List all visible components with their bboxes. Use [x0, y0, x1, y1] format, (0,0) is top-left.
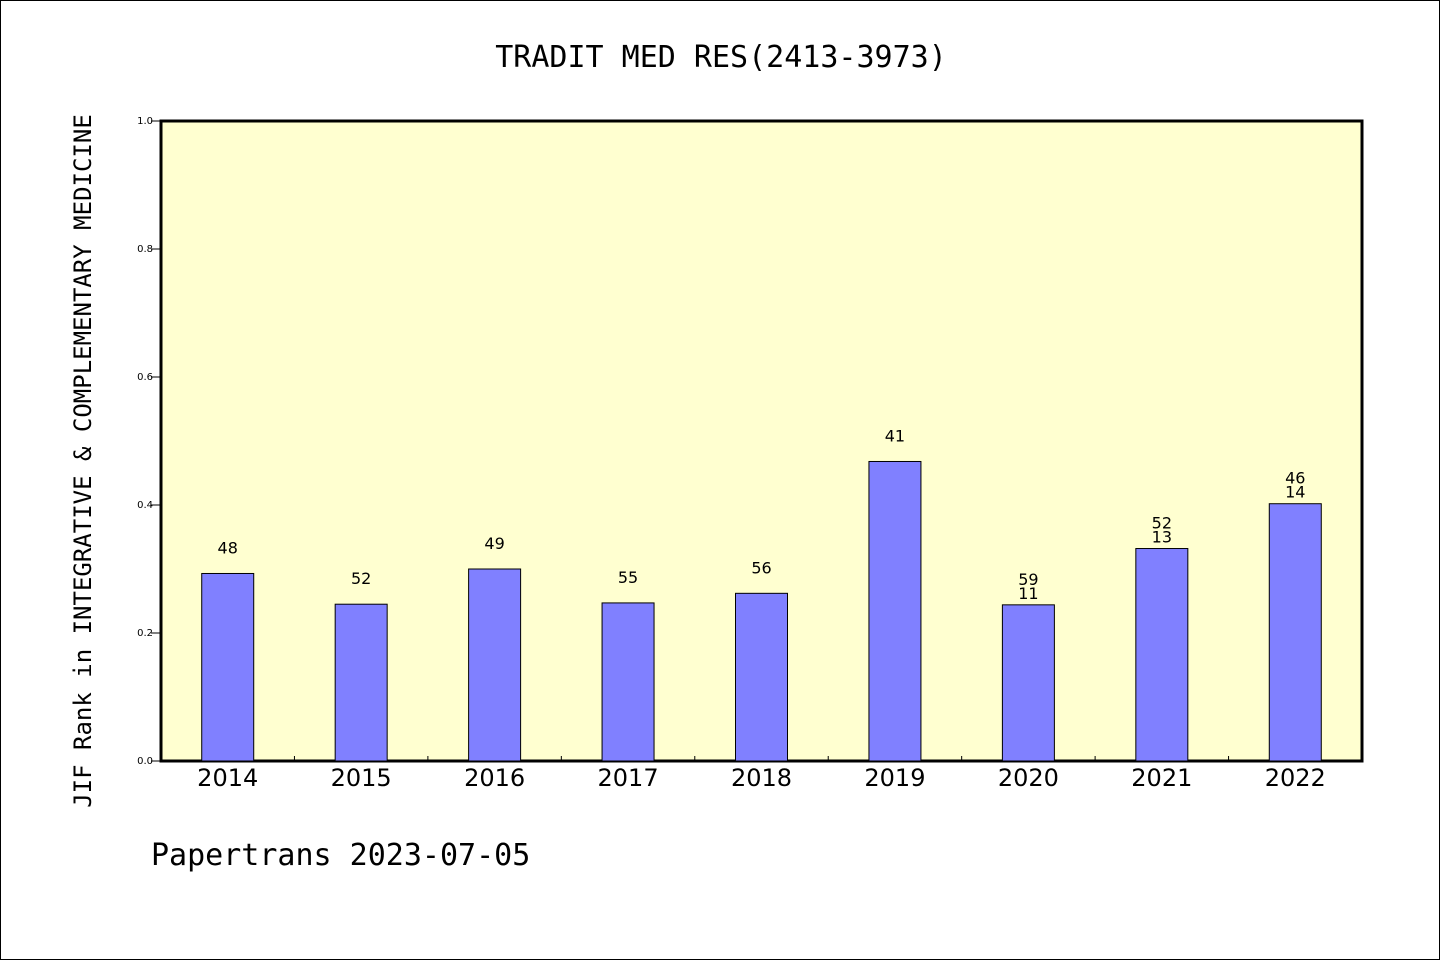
bar — [601, 602, 655, 762]
x-axis-ticks: 2014 2015 2016 2017 2018 2019 2020 2021 2022 — [197, 756, 1326, 792]
bar — [201, 572, 255, 762]
footer-credit: Papertrans 2023-07-05 — [151, 838, 530, 873]
y-tick-label: 1.0 — [137, 116, 153, 127]
y-tick-label: 0.2 — [137, 628, 153, 639]
x-tick-label: 2016 — [464, 764, 525, 792]
y-axis-ticks: 0.0 0.2 0.4 0.6 0.8 1.0 — [137, 116, 161, 767]
x-tick-label: 2014 — [197, 764, 258, 792]
data-label: 13 — [1152, 528, 1172, 547]
data-label: 11 — [1018, 584, 1038, 603]
y-tick-label: 0.8 — [137, 244, 153, 255]
data-label: 52 — [351, 569, 371, 588]
x-tick-label: 2017 — [598, 764, 659, 792]
data-label: 56 — [751, 558, 771, 577]
y-tick-label: 0.4 — [137, 500, 153, 511]
x-tick-label: 2019 — [864, 764, 925, 792]
data-label: 41 — [885, 426, 905, 445]
bar — [334, 603, 388, 762]
data-label: 55 — [618, 568, 638, 587]
bar — [735, 592, 788, 762]
x-tick-label: 2015 — [331, 764, 392, 792]
bar — [1135, 548, 1189, 762]
x-tick-label: 2018 — [731, 764, 792, 792]
data-label: 52 — [1152, 514, 1172, 533]
x-tick-label: 2021 — [1131, 764, 1192, 792]
y-tick-label: 0.6 — [137, 372, 153, 383]
y-axis-label: JIF Rank in INTEGRATIVE & COMPLEMENTARY … — [69, 114, 97, 808]
x-tick-label: 2020 — [998, 764, 1059, 792]
bar — [1001, 604, 1055, 762]
data-label: 48 — [218, 538, 238, 557]
data-label: 49 — [484, 534, 504, 553]
bar — [468, 568, 522, 762]
bar — [1268, 503, 1322, 762]
data-label: 46 — [1285, 469, 1305, 488]
data-label: 59 — [1018, 570, 1038, 589]
x-tick-label: 2022 — [1265, 764, 1326, 792]
y-tick-label: 0.0 — [137, 756, 153, 767]
data-label: 14 — [1285, 483, 1305, 502]
chart-title: TRADIT MED RES(2413-3973) — [495, 40, 947, 75]
bar — [868, 460, 922, 762]
